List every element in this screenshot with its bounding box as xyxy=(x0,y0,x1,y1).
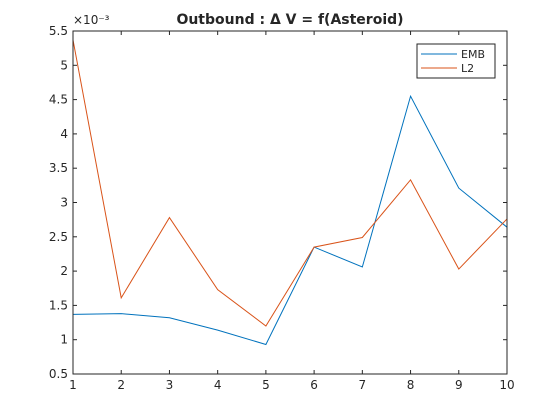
x-tick-label: 1 xyxy=(69,378,77,392)
y-axis-exponent: ×10⁻³ xyxy=(73,13,110,27)
series-layer xyxy=(72,39,508,346)
legend-label-emb: EMB xyxy=(461,48,485,61)
y-tick-label: 2.5 xyxy=(49,230,68,244)
y-tick-label: 4.5 xyxy=(49,93,68,107)
plot-area xyxy=(73,31,507,374)
y-tick-label: 0.5 xyxy=(49,367,68,381)
x-tick-label: 10 xyxy=(499,378,514,392)
y-tick-label: 5.5 xyxy=(49,24,68,38)
y-tick-label: 3.5 xyxy=(49,161,68,175)
x-tick-label: 2 xyxy=(117,378,125,392)
y-tick-label: 1 xyxy=(60,333,68,347)
series-line-emb xyxy=(72,94,508,346)
x-tick-label: 9 xyxy=(455,378,463,392)
x-tick-label: 5 xyxy=(262,378,270,392)
x-tick-label: 3 xyxy=(166,378,174,392)
y-tick-label: 2 xyxy=(60,264,68,278)
legend-label-l2: L2 xyxy=(461,62,474,75)
y-tick-label: 4 xyxy=(60,127,68,141)
chart-title: Outbound : Δ V = f(Asteroid) xyxy=(176,12,403,28)
series-line-l2 xyxy=(72,39,508,327)
x-tick-label: 4 xyxy=(214,378,222,392)
axes: 1 2 3 4 5 6 7 8 9 100.511.522.533.544.555.5 xyxy=(49,24,515,392)
x-tick-label: 6 xyxy=(310,378,318,392)
y-tick-label: 5 xyxy=(60,58,68,72)
plot-background xyxy=(73,31,507,374)
legend-box xyxy=(416,43,496,79)
y-tick-label: 1.5 xyxy=(49,298,68,312)
y-tick-label: 3 xyxy=(60,196,68,210)
x-tick-label: 8 xyxy=(407,378,415,392)
x-tick-label: 7 xyxy=(359,378,367,392)
